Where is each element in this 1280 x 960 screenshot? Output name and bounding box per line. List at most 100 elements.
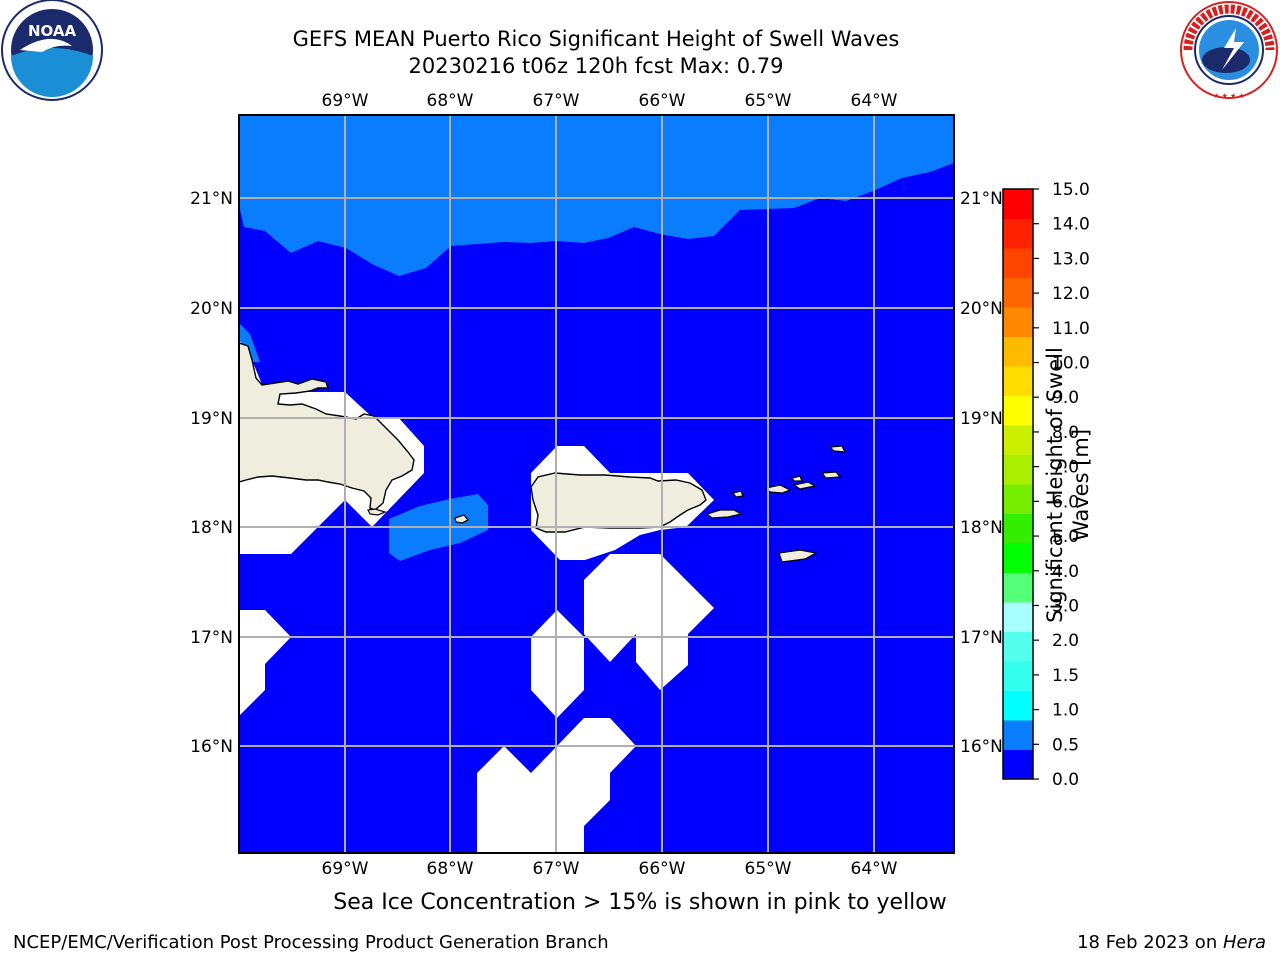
colorbar-segment bbox=[1003, 218, 1033, 249]
bottom-lon-label: 67°W bbox=[533, 859, 580, 879]
bottom-lon-label: 64°W bbox=[851, 859, 898, 879]
swell-field-0p5-1p0-north bbox=[239, 115, 954, 276]
colorbar-segment bbox=[1003, 189, 1033, 219]
land-virgin-islands-3 bbox=[791, 475, 803, 482]
colorbar-tick-label: 6.0 bbox=[1052, 492, 1079, 512]
land-culebra bbox=[731, 490, 744, 498]
left-lat-label: 19°N bbox=[190, 409, 233, 429]
land-virgin-islands-1 bbox=[764, 484, 792, 494]
svg-text:★ ★ ★ ★: ★ ★ ★ ★ bbox=[1213, 92, 1245, 100]
footer-date: 18 Feb 2023 on Hera bbox=[1077, 932, 1266, 954]
land-st-croix bbox=[778, 549, 818, 563]
colorbar-tick-label: 1.5 bbox=[1052, 666, 1079, 686]
top-lon-label: 69°W bbox=[322, 91, 369, 111]
top-lon-label: 67°W bbox=[533, 91, 580, 111]
left-lat-label: 18°N bbox=[190, 518, 233, 538]
footer-date-text: 18 Feb 2023 on bbox=[1077, 932, 1223, 953]
left-lat-label: 17°N bbox=[190, 628, 233, 648]
colorbar-segment bbox=[1003, 572, 1033, 603]
colorbar-tick-label: 5.0 bbox=[1052, 527, 1079, 547]
colorbar-label: Significant Height of Swell Waves [m] bbox=[1043, 347, 1093, 623]
top-lon-label: 66°W bbox=[639, 91, 686, 111]
left-lat-label: 21°N bbox=[190, 189, 233, 209]
bottom-lon-label: 65°W bbox=[745, 859, 792, 879]
colorbar-tick-label: 11.0 bbox=[1052, 319, 1090, 339]
right-lat-label: 16°N bbox=[960, 737, 1003, 757]
colorbar-segment bbox=[1003, 484, 1033, 514]
colorbar-tick-label: 15.0 bbox=[1052, 180, 1090, 200]
bottom-lon-label: 68°W bbox=[427, 859, 474, 879]
colorbar-tick-label: 14.0 bbox=[1052, 215, 1090, 235]
colorbar-segment bbox=[1003, 720, 1033, 750]
colorbar-tick-label: 8.0 bbox=[1052, 423, 1079, 443]
colorbar-segment bbox=[1003, 248, 1033, 278]
bottom-lon-label: 66°W bbox=[639, 859, 686, 879]
colorbar-frame bbox=[1002, 188, 1034, 780]
land-hispaniola-south-tip bbox=[367, 508, 387, 516]
gridlines bbox=[239, 115, 954, 853]
colorbar-segment bbox=[1003, 690, 1033, 721]
noaa-logo-text: NOAA bbox=[28, 22, 77, 40]
sea-ice-caption: Sea Ice Concentration > 15% is shown in … bbox=[333, 890, 947, 915]
colorbar-tick-label: 4.0 bbox=[1052, 562, 1079, 582]
colorbar-tick-label: 13.0 bbox=[1052, 249, 1090, 269]
right-lat-label: 20°N bbox=[960, 299, 1003, 319]
left-lat-labels: 21°N 20°N 19°N 18°N 17°N 16°N bbox=[190, 189, 233, 757]
colorbar-segment bbox=[1003, 307, 1033, 337]
colorbar-tick-label: 9.0 bbox=[1052, 388, 1079, 408]
noaa-logo-graphic: NOAA bbox=[1, 0, 103, 101]
map-area bbox=[239, 115, 954, 853]
colorbar-segment bbox=[1003, 543, 1033, 573]
colorbar-tick-label: 0.5 bbox=[1052, 735, 1079, 755]
land-virgin-islands-2 bbox=[792, 481, 817, 490]
top-lon-label: 64°W bbox=[851, 91, 898, 111]
right-lat-label: 21°N bbox=[960, 189, 1003, 209]
noaa-logo: NOAA bbox=[0, 0, 104, 104]
colorbar-segment bbox=[1003, 336, 1033, 367]
right-lat-label: 17°N bbox=[960, 628, 1003, 648]
colorbar-segment bbox=[1003, 395, 1033, 426]
colorbar-tick-label: 0.0 bbox=[1052, 770, 1079, 790]
colorbar-segment bbox=[1003, 366, 1033, 396]
colorbar-tick-label: 1.0 bbox=[1052, 701, 1079, 721]
land-vieques bbox=[705, 509, 743, 519]
footer-credit: NCEP/EMC/Verification Post Processing Pr… bbox=[13, 932, 609, 953]
top-lon-label: 65°W bbox=[745, 91, 792, 111]
land-virgin-islands-4 bbox=[820, 471, 842, 479]
nws-logo: ★ ★ ★ ★ bbox=[1178, 0, 1280, 102]
colorbar-segment bbox=[1003, 631, 1033, 662]
colorbar-tick-label: 3.0 bbox=[1052, 596, 1079, 616]
colorbar-tick-label: 12.0 bbox=[1052, 284, 1090, 304]
colorbar-segment bbox=[1003, 454, 1033, 485]
right-lat-labels: 21°N 20°N 19°N 18°N 17°N 16°N bbox=[960, 189, 1003, 757]
land-hispaniola bbox=[239, 342, 415, 511]
bottom-lon-labels: 69°W 68°W 67°W 66°W 65°W 64°W bbox=[322, 859, 898, 879]
right-lat-label: 19°N bbox=[960, 409, 1003, 429]
top-lon-label: 68°W bbox=[427, 91, 474, 111]
land-mona-island bbox=[454, 514, 469, 524]
colorbar bbox=[1002, 188, 1034, 780]
colorbar-tick-label: 7.0 bbox=[1052, 458, 1079, 478]
colorbar-segment bbox=[1003, 661, 1033, 691]
left-lat-label: 16°N bbox=[190, 737, 233, 757]
right-lat-label: 18°N bbox=[960, 518, 1003, 538]
colorbar-segment bbox=[1003, 513, 1033, 544]
colorbar-segment bbox=[1003, 602, 1033, 632]
colorbar-tick-label: 10.0 bbox=[1052, 354, 1090, 374]
nws-logo-graphic: ★ ★ ★ ★ bbox=[1180, 1, 1278, 100]
left-lat-label: 20°N bbox=[190, 299, 233, 319]
colorbar-segment bbox=[1003, 425, 1033, 455]
land-anegada bbox=[828, 445, 847, 453]
no-data-south-pr bbox=[584, 554, 714, 690]
chart-subtitle: 20230216 t06z 120h fcst Max: 0.79 bbox=[408, 54, 784, 78]
colorbar-segment bbox=[1003, 277, 1033, 308]
map-frame bbox=[238, 114, 955, 854]
top-lon-labels: 69°W 68°W 67°W 66°W 65°W 64°W bbox=[322, 91, 898, 111]
colorbar-ticks: 15.0 14.0 13.0 12.0 11.0 10.0 9.0 8.0 7.0 6.0 5.0 4… bbox=[1033, 180, 1090, 790]
bottom-lon-label: 69°W bbox=[322, 859, 369, 879]
chart-title: GEFS MEAN Puerto Rico Significant Height… bbox=[292, 27, 900, 51]
footer-host: Hera bbox=[1222, 932, 1266, 953]
colorbar-tick-label: 2.0 bbox=[1052, 631, 1079, 651]
colorbar-segment bbox=[1003, 749, 1033, 780]
